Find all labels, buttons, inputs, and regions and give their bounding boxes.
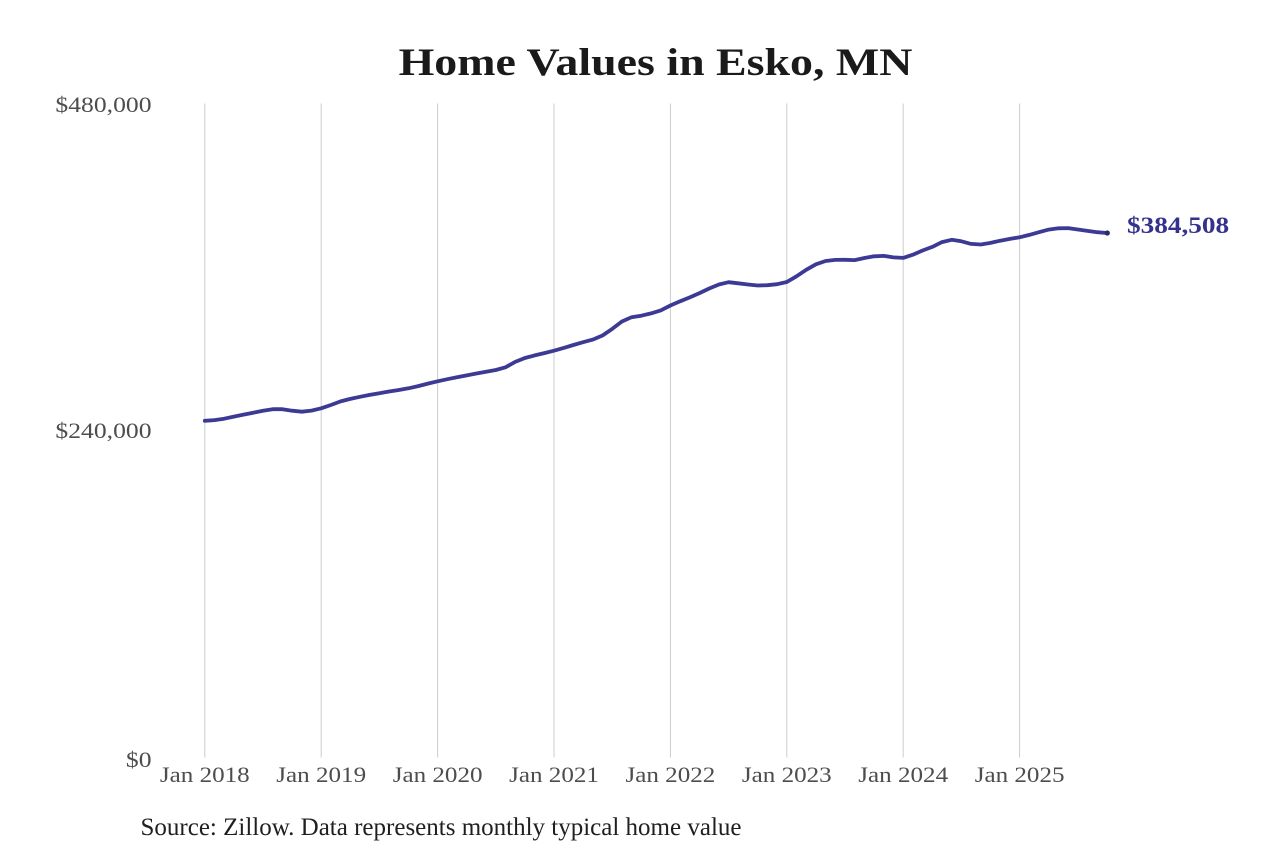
svg-text:Jan 2023: Jan 2023: [742, 763, 832, 787]
svg-text:Jan 2024: Jan 2024: [858, 763, 948, 787]
svg-text:$240,000: $240,000: [55, 420, 151, 444]
svg-text:$480,000: $480,000: [55, 94, 151, 118]
svg-text:Jan 2022: Jan 2022: [625, 763, 715, 787]
svg-text:Jan 2019: Jan 2019: [276, 763, 366, 787]
svg-text:Home Values in Esko, MN: Home Values in Esko, MN: [399, 41, 913, 84]
svg-text:Jan 2021: Jan 2021: [509, 763, 599, 787]
svg-text:$0: $0: [126, 749, 152, 773]
svg-text:Jan 2025: Jan 2025: [975, 763, 1065, 787]
svg-text:Jan 2018: Jan 2018: [160, 763, 250, 787]
svg-text:$384,508: $384,508: [1127, 212, 1229, 239]
svg-text:Source: Zillow. Data represent: Source: Zillow. Data represents monthly …: [141, 814, 742, 841]
svg-text:Jan 2020: Jan 2020: [393, 763, 483, 787]
